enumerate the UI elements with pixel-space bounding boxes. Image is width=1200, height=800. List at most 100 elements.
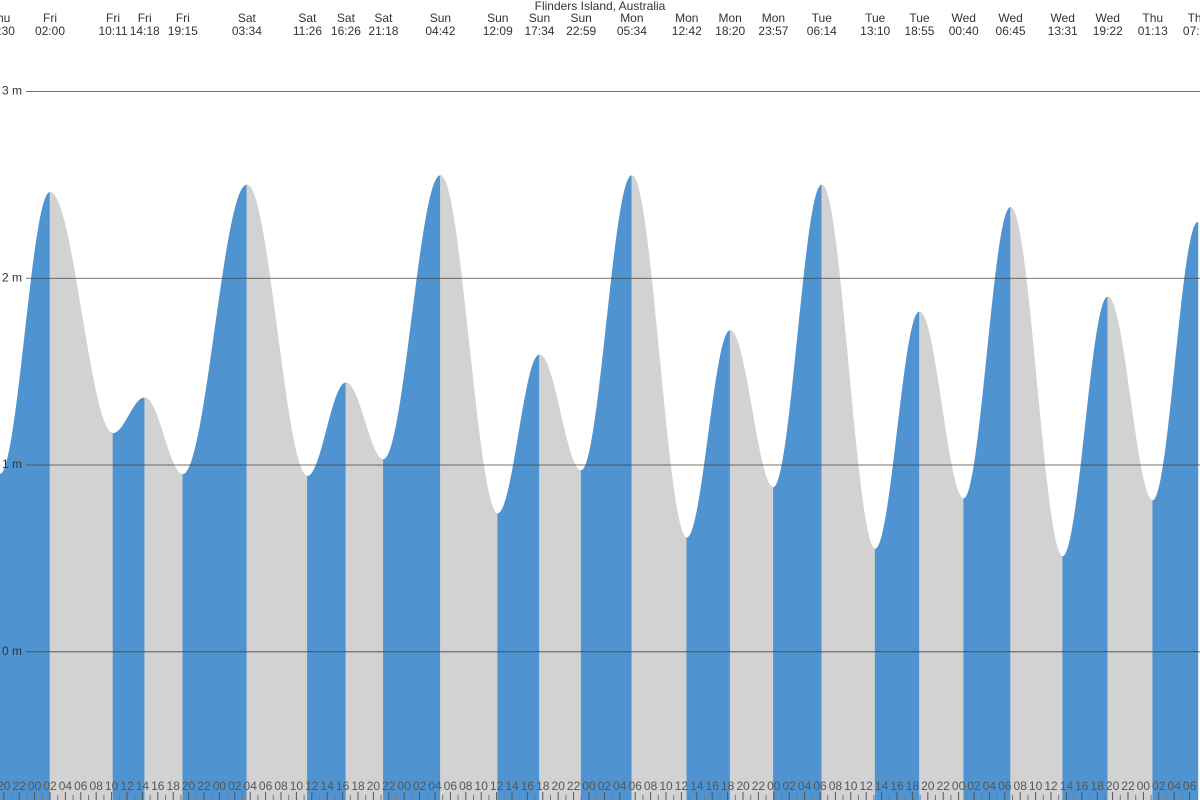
falling-area — [729, 330, 774, 800]
hour-label: 08 — [90, 779, 104, 793]
hour-label: 22 — [752, 779, 766, 793]
hour-label: 16 — [706, 779, 720, 793]
hour-label: 04 — [244, 779, 258, 793]
hour-label: 06 — [444, 779, 458, 793]
hour-label: 18 — [536, 779, 550, 793]
extreme-time: 04:42 — [425, 24, 455, 38]
extreme-day: Sat — [337, 11, 356, 25]
extreme-day: Fri — [106, 11, 120, 25]
extreme-day: Wed — [1050, 11, 1074, 25]
hour-label: 00 — [952, 779, 966, 793]
hour-label: 18 — [351, 779, 365, 793]
tide-area — [0, 175, 1199, 800]
hour-label: 12 — [120, 779, 134, 793]
hour-label: 10 — [105, 779, 119, 793]
extreme-day: Fri — [138, 11, 152, 25]
hour-label: 12 — [305, 779, 319, 793]
y-tick-label: 3 m — [2, 84, 22, 98]
extreme-time: 14:18 — [130, 24, 160, 38]
hour-label: 06 — [813, 779, 827, 793]
hour-label: 14 — [875, 779, 889, 793]
rising-area — [182, 184, 248, 800]
rising-area — [112, 397, 146, 800]
hour-label: 00 — [1137, 779, 1151, 793]
extreme-time: 17:34 — [524, 24, 554, 38]
hour-label: 02 — [783, 779, 797, 793]
hour-label: 00 — [398, 779, 412, 793]
hour-label: 02 — [228, 779, 242, 793]
extreme-time: 22:59 — [566, 24, 596, 38]
hour-label: 06 — [629, 779, 643, 793]
hour-label: 02 — [1152, 779, 1166, 793]
hour-label: 06 — [74, 779, 88, 793]
extreme-time: 18:55 — [904, 24, 934, 38]
hour-label: 22 — [1121, 779, 1135, 793]
hour-label: 06 — [259, 779, 273, 793]
chart-title: Flinders Island, Australia — [535, 0, 666, 13]
hour-label: 20 — [0, 779, 11, 793]
hour-label: 12 — [675, 779, 689, 793]
hour-label: 12 — [1044, 779, 1058, 793]
falling-area — [440, 175, 499, 800]
overlay: Thu19:30Fri02:00Fri10:11Fri14:18Fri19:15… — [0, 11, 1200, 800]
extreme-time: 07:05 — [1183, 24, 1200, 38]
hour-label: 04 — [1168, 779, 1182, 793]
rising-area — [497, 354, 540, 800]
extreme-time: 16:26 — [331, 24, 361, 38]
hour-label: 10 — [475, 779, 489, 793]
extreme-day: Mon — [718, 11, 741, 25]
extreme-day: Sat — [298, 11, 317, 25]
hour-label: 10 — [659, 779, 673, 793]
extreme-day: Thu — [1142, 11, 1163, 25]
hour-label: 22 — [567, 779, 581, 793]
extreme-day: Mon — [620, 11, 643, 25]
hour-label: 20 — [736, 779, 750, 793]
hour-label: 22 — [937, 779, 951, 793]
extreme-day: Sun — [487, 11, 508, 25]
extreme-day: Fri — [43, 11, 57, 25]
rising-area — [307, 382, 347, 800]
falling-area — [144, 397, 184, 800]
extreme-day: Thu — [1188, 11, 1200, 25]
extreme-day: Sun — [529, 11, 550, 25]
extreme-time: 00:40 — [949, 24, 979, 38]
falling-area — [1010, 206, 1063, 800]
extreme-time: 13:31 — [1048, 24, 1078, 38]
hour-label: 22 — [382, 779, 396, 793]
rising-area — [1152, 221, 1199, 800]
rising-area — [686, 330, 731, 800]
extreme-time: 19:22 — [1093, 24, 1123, 38]
falling-area — [821, 184, 876, 800]
falling-area — [49, 191, 114, 800]
hour-label: 20 — [367, 779, 381, 793]
hour-label: 22 — [197, 779, 211, 793]
hour-label: 20 — [921, 779, 935, 793]
falling-area — [246, 184, 308, 800]
hour-label: 08 — [644, 779, 658, 793]
hour-label: 20 — [1106, 779, 1120, 793]
extreme-day: Sun — [430, 11, 451, 25]
extreme-day: Mon — [675, 11, 698, 25]
hour-label: 04 — [59, 779, 73, 793]
hour-label: 14 — [136, 779, 150, 793]
extreme-time: 21:18 — [368, 24, 398, 38]
rising-area — [963, 206, 1011, 800]
extreme-time: 10:11 — [98, 24, 127, 38]
hour-label: 00 — [582, 779, 596, 793]
hour-label: 04 — [613, 779, 627, 793]
falling-area — [631, 175, 688, 800]
hour-label: 16 — [336, 779, 350, 793]
hour-label: 04 — [798, 779, 812, 793]
falling-area — [1107, 296, 1154, 800]
y-tick-label: 2 m — [2, 270, 22, 284]
extreme-time: 12:42 — [672, 24, 702, 38]
hour-label: 08 — [1014, 779, 1028, 793]
extreme-time: 19:15 — [168, 24, 198, 38]
hour-label: 02 — [967, 779, 981, 793]
hour-label: 10 — [290, 779, 304, 793]
extreme-day: Tue — [865, 11, 886, 25]
hour-label: 14 — [1060, 779, 1074, 793]
